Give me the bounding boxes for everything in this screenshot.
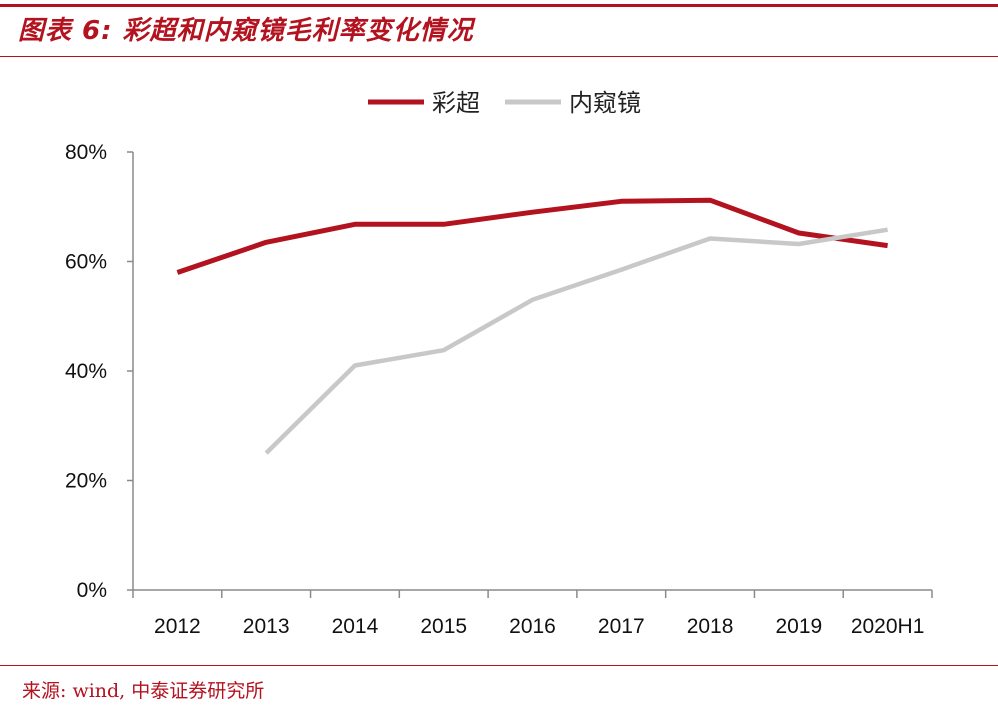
x-tick-label: 2013: [243, 615, 290, 638]
y-tick-label: 0%: [77, 579, 107, 602]
x-tick-label: 2014: [332, 615, 379, 638]
legend-label-1: 彩超: [432, 89, 480, 117]
title-divider: [0, 56, 998, 57]
x-tick-label: 2016: [509, 615, 556, 638]
x-tick-label: 2018: [687, 615, 734, 638]
x-tick-label: 2020H1: [851, 615, 925, 638]
x-tick-label: 2017: [598, 615, 645, 638]
y-tick-label: 60%: [65, 251, 107, 274]
y-tick-label: 40%: [65, 360, 107, 383]
series-line-1: [176, 197, 888, 275]
y-tick-label: 80%: [65, 141, 107, 164]
x-tick-label: 2019: [775, 615, 822, 638]
top-rule: [0, 4, 998, 7]
series-line-2: [264, 227, 888, 455]
chart-title: 图表 6: 彩超和内窥镜毛利率变化情况: [18, 16, 474, 46]
x-tick-label: 2012: [154, 615, 201, 638]
source-note: 来源: wind, 中泰证券研究所: [22, 680, 265, 702]
footer-divider: [0, 665, 998, 666]
y-tick-label: 20%: [65, 470, 107, 493]
x-tick-label: 2015: [420, 615, 467, 638]
legend-label-2: 内窥镜: [569, 89, 641, 117]
